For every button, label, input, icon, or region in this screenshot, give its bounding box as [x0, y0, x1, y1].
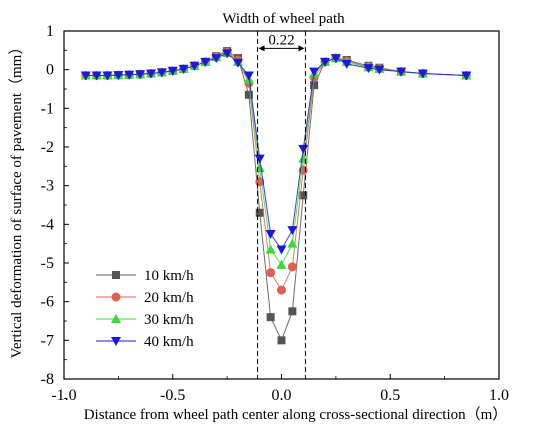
axes: 1 0 -1 -2 -3 -4 -5 -6 -7 -8-1.0 -0.5 0.0 0.5 1.0	[41, 23, 509, 404]
wheel-path-label: Width of wheel path	[222, 11, 345, 27]
data-point	[102, 71, 113, 81]
plot-area	[80, 47, 472, 345]
data-point	[113, 71, 124, 81]
data-point	[156, 68, 167, 78]
data-point	[124, 70, 135, 80]
x-tick-label: 0.0	[272, 387, 292, 404]
data-point	[341, 59, 352, 69]
data-point	[255, 208, 264, 217]
y-axis-label: Vertical deformation of surface of pavem…	[8, 40, 25, 359]
data-point	[277, 336, 286, 345]
data-point	[254, 154, 265, 164]
data-point	[287, 226, 298, 236]
annotations	[257, 31, 306, 379]
data-point	[200, 57, 211, 67]
data-point	[254, 163, 265, 173]
data-point	[146, 69, 156, 79]
data-point	[363, 64, 374, 74]
x-tick-label: 1.0	[489, 387, 509, 404]
y-tick-label: -5	[41, 255, 54, 272]
series-0	[81, 47, 471, 345]
data-point	[276, 259, 287, 269]
y-tick-label: -1	[41, 100, 54, 117]
data-point	[287, 262, 297, 272]
data-point	[167, 66, 178, 76]
data-point	[266, 313, 275, 322]
arrow-left-icon	[258, 45, 265, 52]
data-point	[320, 57, 330, 67]
data-point	[135, 70, 146, 80]
data-point	[309, 67, 320, 77]
arrow-right-icon	[298, 45, 305, 52]
legend-label: 10 km/h	[144, 268, 194, 284]
y-tick-label: -7	[41, 332, 54, 349]
data-point	[417, 69, 428, 79]
legend-label: 40 km/h	[144, 334, 194, 350]
data-point	[189, 61, 200, 71]
series-line	[85, 52, 467, 266]
data-point	[330, 54, 341, 64]
data-point	[374, 65, 385, 75]
data-point	[288, 307, 297, 316]
data-point	[244, 90, 253, 99]
data-point	[310, 81, 319, 90]
data-point	[211, 54, 222, 64]
legend-label: 20 km/h	[144, 290, 194, 306]
series-line	[85, 50, 467, 342]
data-point	[243, 71, 254, 81]
series-2	[80, 48, 472, 269]
legend-label: 30 km/h	[144, 312, 194, 328]
y-tick-label: -6	[41, 294, 54, 311]
x-tick-label: -0.5	[160, 387, 185, 404]
data-point	[91, 71, 102, 81]
data-point	[287, 238, 298, 248]
x-axis-label: Distance from wheel path center along cr…	[84, 406, 508, 423]
series-line	[85, 51, 467, 292]
y-tick-label: -3	[41, 178, 54, 195]
data-point	[461, 71, 472, 81]
legend-marker	[111, 337, 121, 346]
data-point	[265, 244, 276, 254]
data-point	[277, 285, 286, 295]
y-tick-label: -2	[41, 139, 54, 156]
data-point	[298, 144, 309, 154]
y-tick-label: -4	[41, 216, 54, 233]
x-tick-label: -1.0	[51, 387, 76, 404]
data-point	[178, 64, 189, 74]
series-line	[85, 52, 467, 251]
data-point	[222, 49, 233, 59]
series-3	[80, 49, 472, 255]
data-point	[266, 268, 276, 278]
plot-frame	[63, 30, 500, 380]
data-point	[233, 58, 243, 68]
legend: 10 km/h 20 km/h 30 km/h 40 km/h	[96, 268, 194, 350]
y-tick-label: -8	[41, 371, 54, 388]
y-tick-label: 1	[46, 23, 54, 40]
data-point	[299, 191, 308, 200]
data-point	[396, 67, 407, 77]
legend-marker	[112, 271, 120, 279]
legend-marker	[111, 314, 121, 323]
x-tick-label: 0.5	[380, 387, 400, 404]
wheel-path-width-value: 0.22	[268, 32, 294, 48]
legend-marker	[111, 292, 121, 302]
data-point	[80, 71, 91, 81]
y-tick-label: 0	[46, 62, 54, 79]
data-point	[276, 245, 287, 255]
data-point	[265, 230, 276, 239]
